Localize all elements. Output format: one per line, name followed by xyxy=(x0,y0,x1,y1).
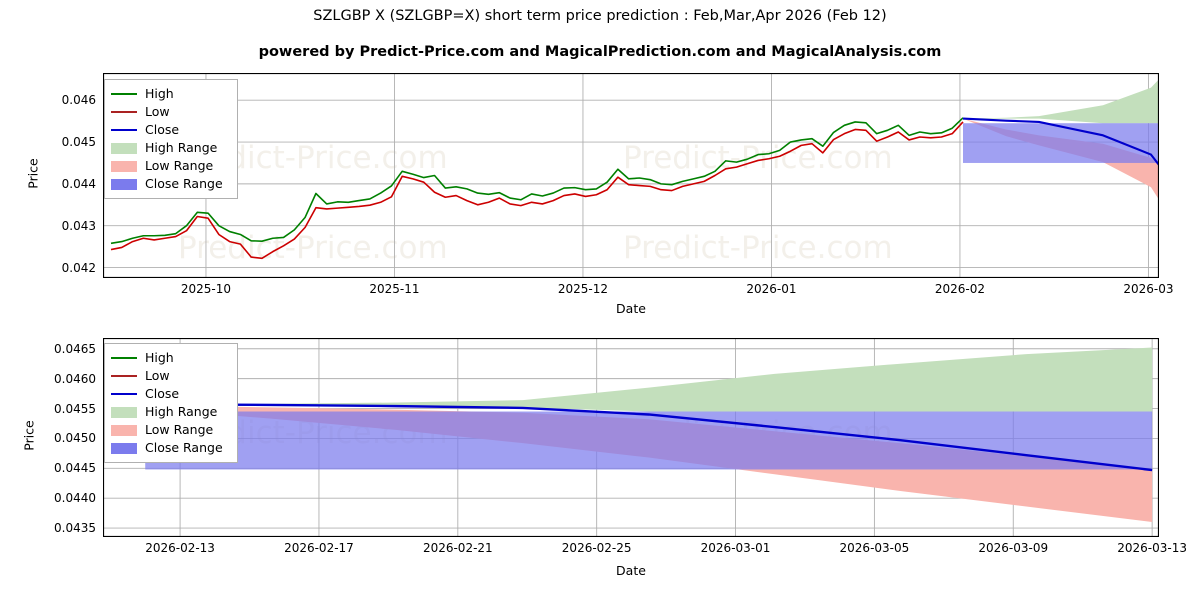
top-chart-y-tick-label: 0.042 xyxy=(61,260,96,275)
top-chart-x-axis-label: Date xyxy=(616,301,646,316)
legend-patch-swatch xyxy=(111,406,137,418)
top-chart-panel: Predict-Price.com Predict-Price.com Predic… xyxy=(103,73,1159,278)
top-chart-legend-item: High xyxy=(111,85,229,103)
legend-patch-swatch xyxy=(111,424,137,436)
bottom-chart-y-tick-label: 0.0435 xyxy=(54,521,96,536)
top-chart-legend-item: Close Range xyxy=(111,175,229,193)
top-chart-y-tick-label: 0.045 xyxy=(61,135,96,150)
chart-subtitle: powered by Predict-Price.com and Magical… xyxy=(258,44,942,60)
bottom-chart-x-axis-label: Date xyxy=(616,563,646,578)
legend-item-label: Close Range xyxy=(145,440,223,455)
bottom-chart-legend-item: Low Range xyxy=(111,421,229,439)
top-chart-x-tick-label: 2026-03 xyxy=(1123,282,1174,296)
top-chart-x-tick-label: 2026-02 xyxy=(934,282,986,296)
top-chart-y-tick-label: 0.044 xyxy=(61,176,96,191)
legend-line-swatch xyxy=(111,357,137,359)
top-chart-legend: High Low Close High Range Low Range Close Ran… xyxy=(104,79,238,199)
bottom-chart-x-tick-label: 2026-03-13 xyxy=(1117,541,1187,555)
bottom-chart-legend: High Low Close High Range Low Range Close Ran… xyxy=(104,343,238,463)
top-chart-y-tick-label: 0.043 xyxy=(61,218,96,233)
legend-item-label: High Range xyxy=(145,404,218,419)
bottom-chart-legend-item: High Range xyxy=(111,403,229,421)
top-chart-legend-item: Close xyxy=(111,121,229,139)
top-chart-x-tick-label: 2026-01 xyxy=(746,282,797,296)
legend-item-label: High xyxy=(145,86,174,101)
bottom-chart-y-tick-label: 0.0460 xyxy=(54,371,96,386)
top-chart-plot: Predict-Price.com Predict-Price.com Predic… xyxy=(103,73,1159,278)
svg-text:Predict-Price.com: Predict-Price.com xyxy=(623,140,893,176)
top-chart-legend-item: Low xyxy=(111,103,229,121)
legend-patch-swatch xyxy=(111,160,137,172)
bottom-chart-y-tick-label: 0.0450 xyxy=(54,431,96,446)
legend-line-swatch xyxy=(111,111,137,113)
legend-item-label: Low Range xyxy=(145,158,214,173)
bottom-chart-x-tick-label: 2026-02-21 xyxy=(422,541,493,555)
svg-text:Predict-Price.com: Predict-Price.com xyxy=(178,230,448,266)
bottom-chart-legend-item: Low xyxy=(111,367,229,385)
legend-item-label: Close xyxy=(145,122,180,137)
bottom-chart-y-tick-label: 0.0445 xyxy=(54,461,96,476)
top-chart-y-tick-label: 0.046 xyxy=(61,93,96,108)
top-chart-x-tick-label: 2025-10 xyxy=(180,282,232,296)
top-chart-x-tick-label: 2025-11 xyxy=(369,282,420,296)
bottom-chart-x-tick-label: 2026-03-05 xyxy=(839,541,910,555)
chart-title: SZLGBP X (SZLGBP=X) short term price pre… xyxy=(313,8,887,24)
bottom-chart-x-tick-label: 2026-02-25 xyxy=(561,541,632,555)
bottom-chart-x-tick-label: 2026-03-09 xyxy=(978,541,1049,555)
bottom-chart-x-tick-label: 2026-03-01 xyxy=(700,541,771,555)
legend-line-swatch xyxy=(111,375,137,377)
bottom-chart-y-axis-label: Price xyxy=(21,420,37,451)
bottom-chart-legend-item: Close xyxy=(111,385,229,403)
top-chart-y-axis-label: Price xyxy=(25,158,41,189)
legend-item-label: Close xyxy=(145,386,180,401)
bottom-chart-y-tick-label: 0.0465 xyxy=(54,341,96,356)
bottom-chart-legend-item: Close Range xyxy=(111,439,229,457)
legend-patch-swatch xyxy=(111,442,137,454)
top-chart-legend-item: Low Range xyxy=(111,157,229,175)
legend-item-label: Low xyxy=(145,368,170,383)
bottom-chart-y-tick-label: 0.0440 xyxy=(54,491,96,506)
legend-item-label: Close Range xyxy=(145,176,223,191)
top-chart-x-tick-label: 2025-12 xyxy=(557,282,609,296)
bottom-chart-x-tick-label: 2026-02-17 xyxy=(284,541,354,555)
legend-item-label: Low xyxy=(145,104,170,119)
legend-line-swatch xyxy=(111,93,137,95)
legend-item-label: Low Range xyxy=(145,422,214,437)
legend-line-swatch xyxy=(111,393,137,395)
legend-item-label: High Range xyxy=(145,140,218,155)
bottom-chart-y-tick-label: 0.0455 xyxy=(54,401,96,416)
svg-text:Predict-Price.com: Predict-Price.com xyxy=(623,230,893,266)
legend-patch-swatch xyxy=(111,142,137,154)
legend-patch-swatch xyxy=(111,178,137,190)
top-chart-legend-item: High Range xyxy=(111,139,229,157)
legend-item-label: High xyxy=(145,350,174,365)
legend-line-swatch xyxy=(111,129,137,131)
bottom-chart-legend-item: High xyxy=(111,349,229,367)
bottom-chart-x-tick-label: 2026-02-13 xyxy=(145,541,215,555)
